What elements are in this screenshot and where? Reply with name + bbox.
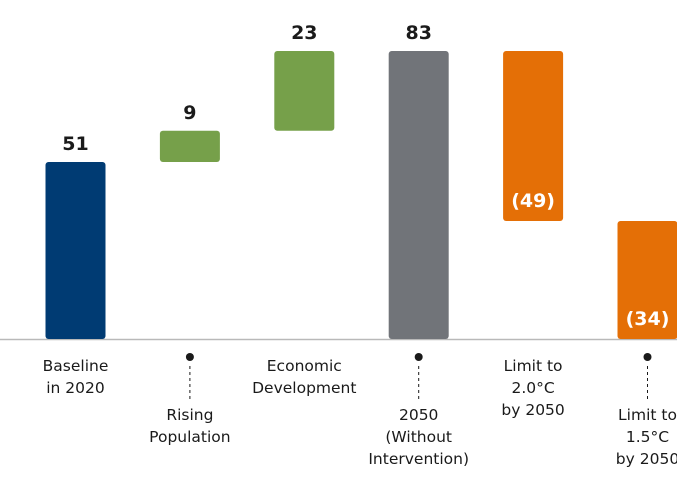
category-label-3-0: 2050	[399, 406, 438, 424]
data-label-1: 9	[183, 102, 196, 124]
leader-dot-3	[414, 353, 423, 361]
category-label-3-2: Intervention)	[368, 450, 469, 468]
category-label-4-2: by 2050	[501, 401, 564, 419]
category-label-0-0: Baseline	[43, 357, 109, 375]
category-label-4-0: Limit to	[504, 357, 563, 375]
category-label-1-1: Population	[149, 428, 230, 446]
category-label-5-1: 1.5°C	[626, 428, 669, 446]
data-label-0: 51	[62, 133, 88, 155]
bar-5	[617, 221, 677, 339]
category-label-5-0: Limit to	[618, 406, 677, 424]
leader-dot-1	[185, 353, 194, 361]
category-label-2-1: Development	[252, 379, 356, 397]
category-label-2-0: Economic	[267, 357, 342, 375]
data-label-3: 83	[405, 22, 431, 44]
bar-4	[503, 51, 564, 222]
leader-dot-5	[643, 353, 652, 361]
data-label-5: (34)	[626, 308, 670, 330]
bar-3	[388, 51, 449, 339]
category-label-5-2: by 2050	[616, 450, 677, 468]
data-label-2: 23	[291, 22, 317, 44]
category-label-3-1: (Without	[385, 428, 452, 446]
bar-0	[45, 162, 106, 339]
category-label-1-0: Rising	[166, 406, 213, 424]
data-label-4: (49)	[511, 190, 555, 212]
category-label-0-1: in 2020	[46, 379, 105, 397]
category-label-4-1: 2.0°C	[511, 379, 554, 397]
bar-2	[274, 51, 335, 131]
bar-1	[159, 130, 220, 163]
